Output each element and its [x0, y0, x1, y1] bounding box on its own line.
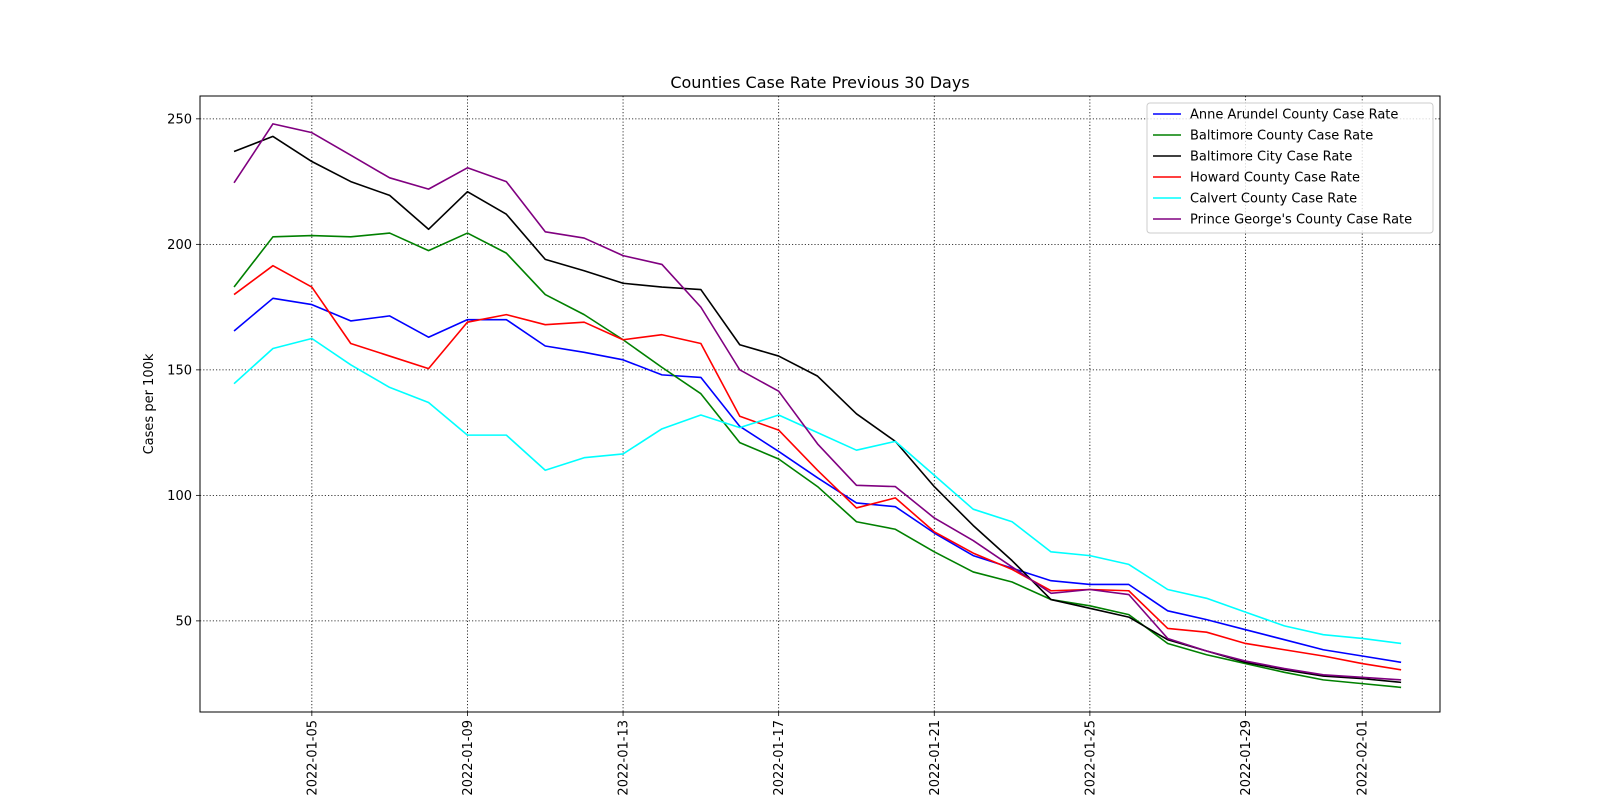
x-tick-label: 2022-01-13 — [617, 720, 632, 796]
x-tick-label: 2022-01-25 — [1083, 720, 1098, 796]
x-tick-label: 2022-01-05 — [305, 720, 320, 796]
series-line-4 — [233, 337, 1402, 645]
series-line-1 — [233, 232, 1402, 689]
plot-frame — [199, 95, 1441, 713]
legend-box — [1146, 102, 1434, 234]
series-lines — [233, 123, 1402, 689]
legend-entry-label: Calvert County Case Rate — [1190, 192, 1357, 207]
y-tick-label: 200 — [167, 238, 192, 253]
series-line-5 — [233, 123, 1402, 681]
x-tick-label: 2022-01-21 — [928, 720, 943, 796]
x-tick-label: 2022-02-01 — [1356, 720, 1371, 796]
legend-entry-label: Prince George's County Case Rate — [1190, 213, 1412, 228]
y-tick-label: 150 — [167, 363, 192, 378]
legend-entry-label: Anne Arundel County Case Rate — [1190, 108, 1398, 123]
legend: Anne Arundel County Case Rate Baltimore C… — [1146, 102, 1434, 234]
legend-entry-label: Howard County Case Rate — [1190, 171, 1360, 186]
x-tick-label: 2022-01-17 — [772, 720, 787, 796]
axis-ticks: 50 100 150 200 250 2022-01-05 2022-01-09 2022-0… — [167, 112, 1371, 795]
y-tick-label: 50 — [175, 614, 192, 629]
x-tick-label: 2022-01-09 — [461, 720, 476, 796]
legend-entry-label: Baltimore City Case Rate — [1190, 150, 1352, 165]
series-line-0 — [233, 297, 1402, 664]
y-tick-label: 250 — [167, 112, 192, 127]
chart-title: Counties Case Rate Previous 30 Days — [670, 73, 969, 92]
y-axis-label: Cases per 100k — [142, 353, 157, 454]
x-tick-label: 2022-01-29 — [1239, 720, 1254, 796]
legend-entry-label: Baltimore County Case Rate — [1190, 129, 1373, 144]
series-line-3 — [233, 264, 1402, 671]
y-tick-label: 100 — [167, 489, 192, 504]
